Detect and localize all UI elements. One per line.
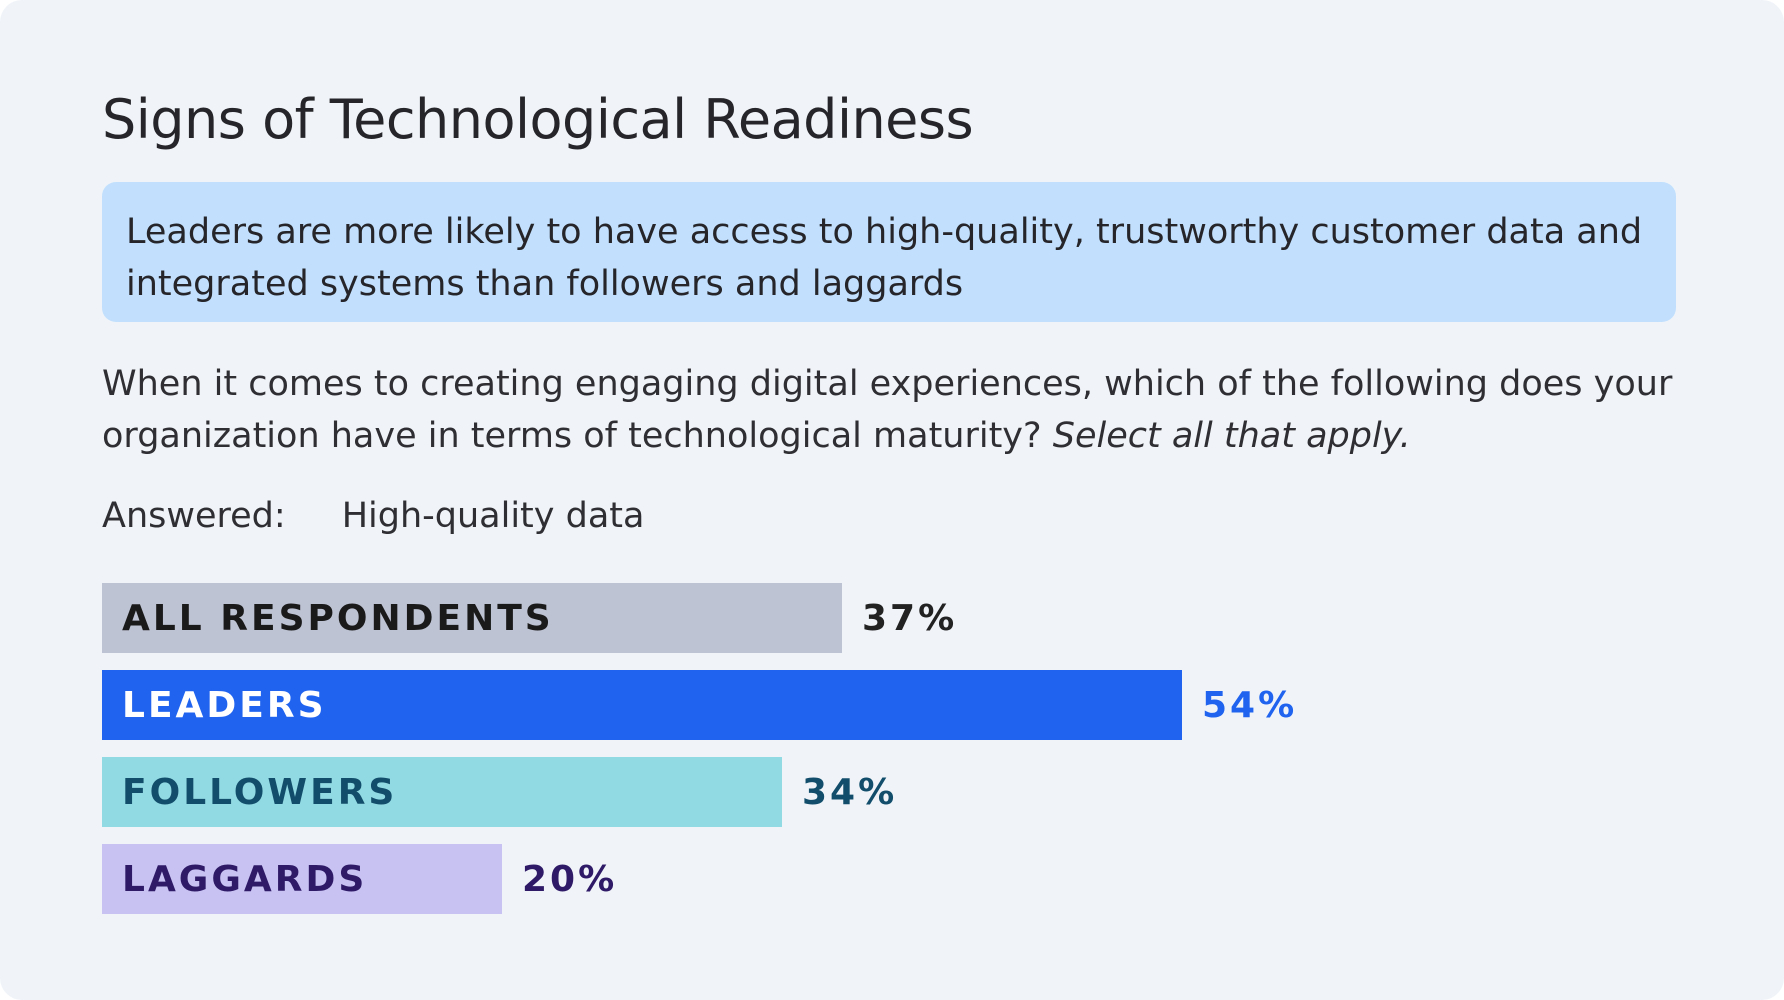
- bar-value-label: 34%: [802, 771, 898, 813]
- answered-label: Answered:: [102, 496, 286, 536]
- question-text: When it comes to creating engaging digit…: [102, 364, 1673, 456]
- bar-category-label: FOLLOWERS: [122, 771, 398, 813]
- bar-category-label: ALL RESPONDENTS: [122, 597, 554, 639]
- key-finding-callout: Leaders are more likely to have access t…: [102, 182, 1676, 322]
- chart-title: Signs of Technological Readiness: [102, 88, 974, 151]
- bar-value-label: 54%: [1202, 684, 1298, 726]
- bar: LAGGARDS: [102, 844, 502, 914]
- question-instruction: Select all that apply.: [1052, 416, 1411, 456]
- bar-category-label: LEADERS: [122, 684, 327, 726]
- bar-value-label: 37%: [862, 597, 958, 639]
- survey-question: When it comes to creating engaging digit…: [102, 358, 1702, 462]
- bar-row-followers: FOLLOWERS 34%: [102, 757, 897, 827]
- bar: ALL RESPONDENTS: [102, 583, 842, 653]
- bar: FOLLOWERS: [102, 757, 782, 827]
- bar: LEADERS: [102, 670, 1182, 740]
- answered-value: High-quality data: [341, 496, 645, 536]
- bar-row-leaders: LEADERS 54%: [102, 670, 1297, 740]
- bar-value-label: 20%: [522, 858, 618, 900]
- bar-category-label: LAGGARDS: [122, 858, 368, 900]
- answered-row: Answered: High-quality data: [102, 496, 644, 536]
- bar-row-laggards: LAGGARDS 20%: [102, 844, 617, 914]
- bar-row-all-respondents: ALL RESPONDENTS 37%: [102, 583, 957, 653]
